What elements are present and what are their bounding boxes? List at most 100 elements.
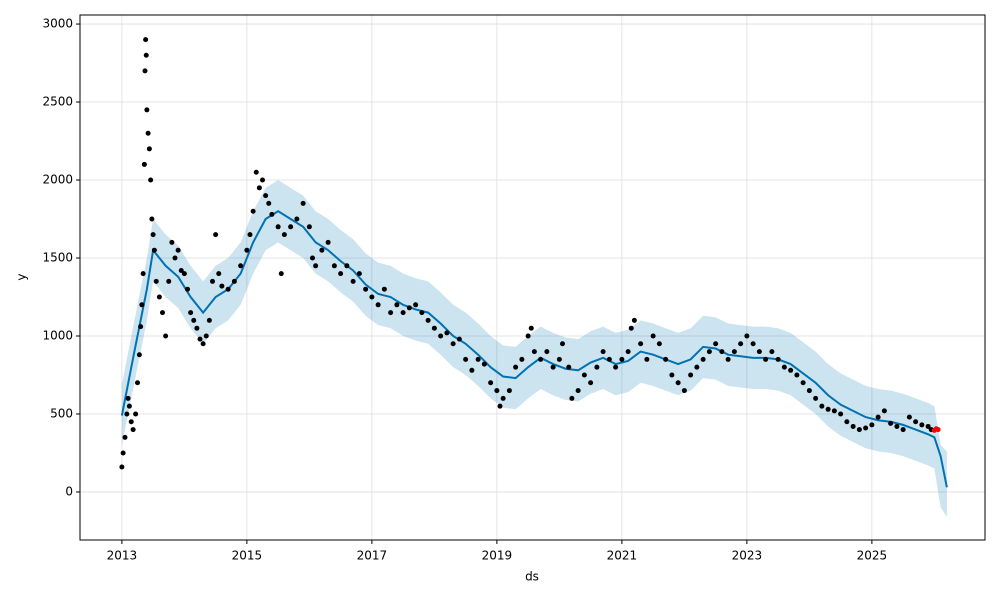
data-point <box>266 200 272 206</box>
data-point <box>488 380 494 386</box>
data-point <box>344 263 350 269</box>
data-point <box>133 411 139 417</box>
data-point <box>400 310 406 316</box>
data-point <box>738 341 744 347</box>
data-point <box>281 232 287 238</box>
data-point <box>144 107 150 113</box>
data-point <box>369 294 375 300</box>
data-point <box>494 388 500 394</box>
data-point <box>694 364 700 370</box>
data-point <box>356 271 362 277</box>
data-point <box>538 356 544 362</box>
data-point <box>894 423 900 429</box>
data-point <box>566 364 572 370</box>
data-point <box>247 232 253 238</box>
data-point <box>781 364 787 370</box>
data-point <box>544 349 550 355</box>
data-point <box>919 422 925 428</box>
data-point <box>231 278 237 284</box>
data-point <box>528 325 534 331</box>
data-point <box>688 372 694 378</box>
data-point <box>148 177 154 183</box>
data-point <box>163 333 169 339</box>
data-point <box>278 271 284 277</box>
data-point <box>275 224 281 230</box>
data-point <box>550 364 556 370</box>
data-point <box>166 278 172 284</box>
data-point <box>763 356 769 362</box>
data-point <box>150 232 156 238</box>
data-point <box>713 341 719 347</box>
data-point <box>143 37 149 43</box>
data-point <box>825 406 831 412</box>
data-point <box>146 146 152 152</box>
data-point <box>310 255 315 261</box>
data-point <box>294 216 300 222</box>
x-axis-label: ds <box>525 570 539 584</box>
x-tick-label: 2023 <box>732 549 763 563</box>
data-point <box>794 372 800 378</box>
data-point <box>594 364 600 370</box>
data-point <box>775 356 781 362</box>
data-point <box>263 193 269 199</box>
data-point <box>469 367 475 373</box>
data-point <box>613 364 619 370</box>
data-point <box>750 341 756 347</box>
data-point <box>419 310 425 316</box>
x-tick-label: 2013 <box>107 549 138 563</box>
data-point <box>513 364 519 370</box>
data-point <box>725 356 731 362</box>
data-point <box>844 419 850 425</box>
plot-frame <box>79 14 986 541</box>
data-point <box>819 403 825 409</box>
data-point <box>172 255 178 261</box>
data-point <box>769 349 775 355</box>
data-point <box>606 356 612 362</box>
data-point <box>153 278 159 284</box>
x-tick-label: 2017 <box>357 549 388 563</box>
data-point <box>731 349 737 355</box>
data-point <box>256 185 262 191</box>
data-point <box>136 352 142 358</box>
data-point <box>260 177 265 183</box>
data-point <box>463 356 469 362</box>
data-point <box>425 317 431 323</box>
data-point <box>139 302 145 308</box>
data-point <box>142 68 148 74</box>
data-point <box>331 263 337 269</box>
data-point <box>669 372 675 378</box>
data-point <box>130 427 136 433</box>
data-point <box>813 395 819 401</box>
data-point <box>250 208 256 214</box>
data-point <box>188 310 194 316</box>
x-tick-label: 2025 <box>857 549 888 563</box>
data-point <box>906 414 912 420</box>
data-point <box>681 388 687 394</box>
data-point <box>169 239 175 245</box>
data-point <box>119 464 125 470</box>
data-point <box>719 349 725 355</box>
data-point <box>145 130 151 136</box>
data-point <box>363 286 369 292</box>
y-tick-label: 2500 <box>42 95 73 109</box>
data-point <box>244 247 250 253</box>
data-point <box>120 450 126 456</box>
data-point <box>456 336 462 342</box>
data-point <box>500 395 506 401</box>
data-point <box>625 349 631 355</box>
y-tick-label: 500 <box>50 406 73 420</box>
data-point <box>149 216 155 222</box>
data-point <box>206 317 212 323</box>
data-point <box>831 408 837 414</box>
data-point <box>269 211 275 217</box>
data-point <box>581 372 587 378</box>
data-point <box>788 367 794 373</box>
data-point <box>313 263 319 269</box>
data-point <box>450 341 456 347</box>
data-point <box>881 408 887 414</box>
data-point <box>744 333 750 339</box>
data-point <box>600 349 606 355</box>
data-point <box>475 356 481 362</box>
data-point <box>588 380 594 386</box>
